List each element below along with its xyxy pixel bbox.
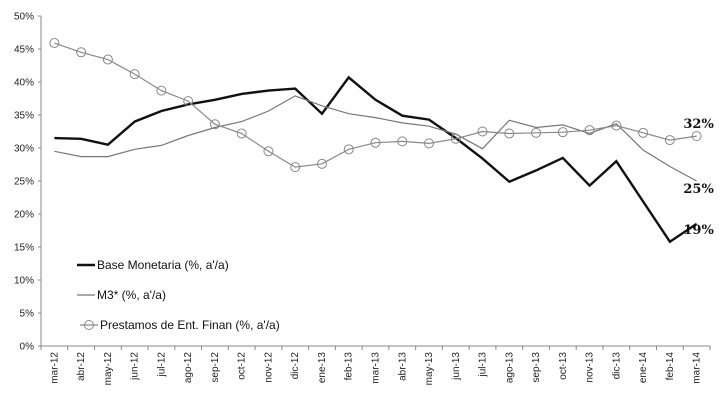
data-point (316, 158, 327, 169)
series-layer (49, 38, 702, 244)
data-point (102, 54, 113, 65)
y-tick-label: 20% (14, 210, 34, 221)
x-tick-label: mar-12 (49, 352, 60, 384)
y-tick-label: 5% (20, 309, 35, 320)
data-point (664, 135, 675, 146)
legend-item-2: M3* (%, a'/a) (77, 288, 166, 302)
data-point (397, 136, 408, 147)
data-point (638, 127, 649, 138)
y-tick-label: 15% (14, 243, 34, 254)
data-point (691, 131, 702, 142)
x-tick-label: jul-12 (156, 352, 167, 378)
series-2 (54, 95, 697, 182)
y-tick-label: 35% (14, 111, 34, 122)
legend-item-3: Prestamos de Ent. Finan (%, a'/a) (80, 318, 280, 332)
x-tick-label: dic-12 (290, 352, 301, 380)
data-point (290, 162, 301, 173)
legend-item-1: Base Monetaria (%, a'/a) (77, 258, 229, 272)
x-tick-label: jun-12 (130, 352, 141, 381)
x-tick-label: dic-13 (611, 352, 622, 380)
end-labels: 32% 25% 19% (683, 117, 714, 238)
y-tick-label: 0% (20, 342, 35, 353)
y-ticks: 0% 5% 10% 15% 20% 25% 30% 35% 40% 45% 50% (14, 12, 41, 353)
data-point (370, 137, 381, 148)
series-line (54, 75, 698, 244)
y-tick-label: 10% (14, 276, 34, 287)
x-tick-label: oct-13 (558, 352, 569, 380)
data-point (183, 96, 194, 107)
x-tick-label: feb-13 (344, 352, 355, 381)
data-point (611, 120, 622, 131)
data-point (209, 119, 220, 130)
series-1 (54, 75, 698, 244)
data-point (531, 127, 542, 138)
legend: Base Monetaria (%, a'/a) M3* (%, a'/a) Pre… (77, 258, 280, 332)
x-tick-label: ago-13 (504, 352, 515, 384)
x-tick-label: oct-12 (237, 352, 248, 380)
end-value-label: 19% (683, 223, 714, 238)
x-tick-label: jun-13 (451, 352, 462, 381)
data-point (156, 85, 167, 96)
legend-label: Prestamos de Ent. Finan (%, a'/a) (100, 318, 280, 332)
data-point (263, 146, 274, 157)
x-tick-label: mar-13 (371, 352, 382, 384)
x-tick-label: may-12 (103, 352, 114, 386)
y-tick-label: 50% (14, 12, 34, 23)
data-point (557, 127, 568, 138)
x-ticks: mar-12 abr-12 may-12 jun-12 jul-12 ago-12 sep-… (40, 346, 711, 386)
x-tick-label: abr-13 (397, 352, 408, 381)
x-tick-label: jul-13 (478, 352, 489, 378)
y-tick-label: 45% (14, 45, 34, 56)
series-3 (49, 38, 702, 173)
y-tick-label: 30% (14, 144, 34, 155)
end-value-label: 32% (683, 117, 714, 132)
data-point (343, 144, 354, 155)
data-point (477, 126, 488, 137)
end-value-label: 25% (683, 182, 714, 197)
x-tick-label: mar-14 (692, 352, 703, 384)
x-tick-label: nov-12 (263, 352, 274, 383)
y-tick-label: 40% (14, 78, 34, 89)
x-tick-label: may-13 (424, 352, 435, 386)
data-point (504, 128, 515, 139)
legend-label: Base Monetaria (%, a'/a) (97, 258, 229, 272)
x-tick-label: nov-13 (585, 352, 596, 383)
series-line (54, 95, 697, 182)
x-tick-label: sep-12 (210, 352, 221, 383)
legend-marker (84, 320, 94, 330)
data-point (450, 133, 461, 144)
data-point (424, 138, 435, 149)
x-tick-label: ene-13 (317, 352, 328, 384)
data-point (129, 69, 140, 80)
legend-label: M3* (%, a'/a) (97, 288, 166, 302)
x-tick-label: abr-12 (76, 352, 87, 381)
data-point (49, 38, 60, 49)
x-tick-label: sep-13 (531, 352, 542, 383)
data-point (76, 47, 87, 58)
x-tick-label: ago-12 (183, 352, 194, 384)
x-tick-label: ene-14 (638, 352, 649, 384)
x-tick-label: feb-14 (665, 352, 676, 381)
series-line (54, 42, 697, 168)
data-point (584, 125, 595, 136)
y-tick-label: 25% (14, 177, 34, 188)
data-point (236, 128, 247, 139)
